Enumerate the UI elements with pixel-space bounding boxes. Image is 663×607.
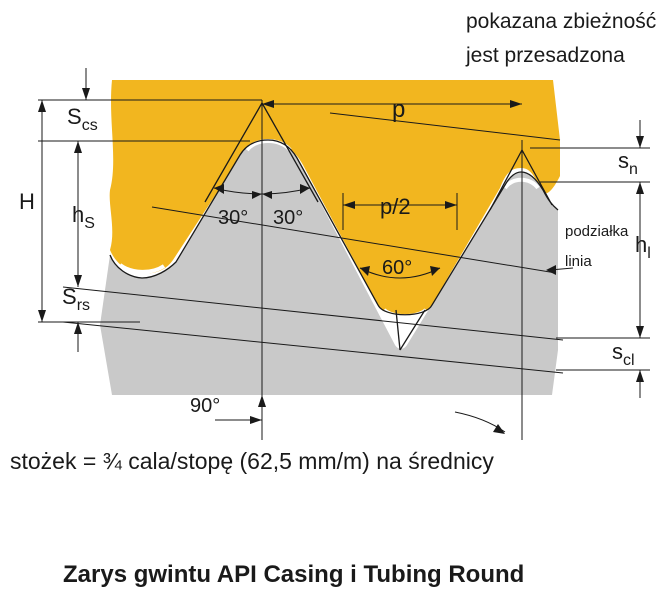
horizontal-reference-lines <box>38 99 650 371</box>
crest-highlight-right <box>503 177 540 190</box>
pipe-body <box>100 140 558 395</box>
angle-arcs <box>213 184 441 279</box>
label-angle-90: 90° <box>190 395 220 417</box>
label-s-n: sn <box>618 148 638 178</box>
label-s-cl: scl <box>612 339 635 369</box>
label-S-cs: Scs <box>67 104 98 134</box>
taper-text: stożek = ¾ cala/stopę (62,5 mm/m) na śre… <box>10 448 494 474</box>
pitch-dimension <box>262 100 522 108</box>
diagram-caption: Zarys gwintu API Casing i Tubing Round <box>63 561 524 588</box>
label-pitch-line-2: linia <box>565 253 592 270</box>
thread-profile-lines <box>109 102 559 351</box>
half-pitch-dimension <box>342 193 458 230</box>
note-line-1: pokazana zbieżność <box>466 10 656 33</box>
vertical-reference-lines <box>261 100 523 440</box>
label-p: p <box>392 96 405 123</box>
label-angle-30-right: 30° <box>273 207 303 229</box>
left-dimensions <box>38 68 90 352</box>
label-h-S: hS <box>72 202 95 232</box>
root-highlight-left <box>118 263 166 274</box>
coupling-body <box>109 80 560 316</box>
label-H: H <box>19 189 35 214</box>
note-line-2: jest przesadzona <box>465 44 625 67</box>
label-S-rs: Srs <box>62 284 90 314</box>
label-p-half: p/2 <box>380 194 411 219</box>
label-angle-60: 60° <box>382 257 412 279</box>
label-pitch-line-1: podziałka <box>565 223 629 240</box>
taper-lines <box>62 112 564 374</box>
taper-angle <box>215 395 506 434</box>
label-angle-30-left: 30° <box>218 207 248 229</box>
right-dimensions <box>546 120 644 398</box>
label-h-l: hl <box>635 232 651 262</box>
